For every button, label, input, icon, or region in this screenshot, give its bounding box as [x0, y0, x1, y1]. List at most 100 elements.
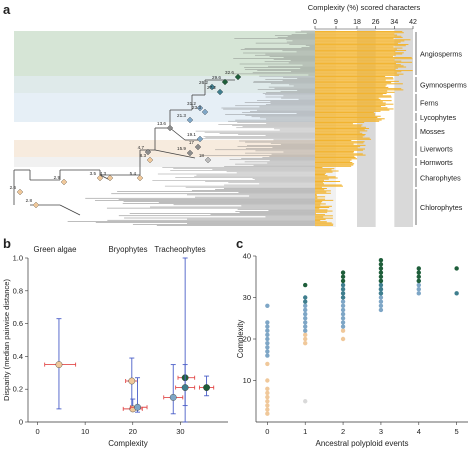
panel-c-label: c — [236, 236, 244, 251]
complexity-bar — [315, 39, 411, 41]
panel-a-label: a — [3, 2, 11, 17]
complexity-bar — [315, 188, 327, 190]
complexity-bar — [315, 131, 360, 133]
tree-backbone — [169, 127, 186, 141]
complexity-bar — [315, 141, 365, 143]
tick-label: 26 — [372, 19, 380, 26]
data-point — [265, 328, 270, 333]
complexity-bar — [315, 72, 397, 74]
complexity-bar — [315, 140, 352, 142]
complexity-bar — [315, 60, 402, 62]
complexity-bar — [315, 61, 413, 63]
clade-label: Chlorophytes — [420, 203, 463, 212]
clade-label: Lycophytes — [420, 113, 456, 122]
complexity-bar — [315, 189, 325, 191]
node-value: 23.3 — [192, 105, 201, 110]
clade-label: Mosses — [420, 127, 445, 136]
complexity-bar — [315, 85, 386, 87]
complexity-bar — [315, 96, 392, 98]
y-tick-label: 1.0 — [13, 254, 23, 263]
y-tick-label: 20 — [243, 335, 251, 344]
data-point — [416, 270, 421, 275]
data-point — [303, 340, 308, 346]
complexity-bar — [315, 223, 334, 225]
phylogenetic-tree — [13, 30, 315, 226]
data-point — [378, 257, 384, 263]
clade-labels: Angiosperms Gymnosperms Ferns Lycophytes Mos… — [415, 32, 467, 225]
complexity-bar — [315, 144, 366, 146]
data-point — [265, 336, 270, 342]
node-value: 26.2 — [199, 80, 208, 85]
clade-band — [14, 31, 315, 76]
tick-label: 34 — [390, 19, 398, 26]
node-marker — [234, 73, 242, 81]
complexity-bar — [315, 163, 355, 165]
y-tick-label: 0.2 — [13, 385, 23, 394]
complexity-bar — [315, 143, 354, 145]
complexity-bar — [315, 209, 328, 211]
complexity-bar — [315, 202, 322, 204]
complexity-bar — [315, 109, 390, 111]
panel-b-label: b — [3, 236, 11, 251]
complexity-bar — [315, 65, 404, 67]
complexity-bar — [315, 120, 380, 122]
complexity-bar — [315, 71, 402, 73]
complexity-bars — [315, 30, 413, 227]
data-point — [416, 291, 421, 296]
complexity-bar — [315, 46, 394, 48]
complexity-bar — [315, 157, 356, 159]
complexity-bar — [315, 70, 413, 72]
complexity-bar — [315, 176, 336, 178]
data-point — [378, 307, 384, 313]
node-marker — [32, 201, 40, 209]
data-point — [340, 278, 346, 284]
node-marker — [144, 148, 152, 156]
data-point — [265, 345, 270, 350]
data-point — [340, 295, 346, 300]
data-point — [265, 332, 270, 338]
data-point — [340, 336, 346, 342]
complexity-bar — [315, 113, 376, 115]
data-point — [265, 411, 270, 416]
data-point — [265, 390, 270, 396]
clade-label: Hornworts — [420, 158, 453, 167]
x-tick-label: 4 — [417, 427, 421, 436]
complexity-bar — [315, 181, 341, 182]
group-label: Bryophytes — [108, 245, 147, 254]
complexity-bar — [315, 41, 401, 43]
clade-label: Ferns — [420, 99, 439, 108]
complexity-bar — [315, 84, 387, 86]
complexity-bar — [315, 165, 352, 167]
clade-label: Charophytes — [420, 174, 461, 183]
panel-c-figure: 0 1 2 3 4 5 10 20 30 40 Ancestral polyploid event… — [236, 252, 468, 448]
data-point — [340, 303, 346, 308]
complexity-bar — [315, 148, 365, 150]
data-points — [265, 257, 459, 416]
complexity-bar — [315, 183, 324, 185]
data-point — [416, 282, 421, 288]
data-point — [303, 311, 308, 317]
data-point — [303, 316, 308, 321]
complexity-bar — [315, 197, 318, 199]
complexity-bar — [315, 67, 398, 69]
complexity-bar — [315, 160, 351, 162]
complexity-bar — [315, 68, 396, 70]
node-marker — [194, 143, 202, 151]
data-point — [303, 307, 308, 313]
data-point — [128, 377, 136, 385]
node-value: 2.9 — [54, 175, 61, 180]
complexity-bar — [315, 123, 353, 125]
clade-bands — [14, 31, 315, 226]
complexity-bar — [315, 52, 404, 54]
complexity-bar — [315, 42, 398, 44]
node-value: 21.3 — [177, 113, 186, 118]
complexity-bar — [315, 208, 320, 210]
tick-label: 0 — [313, 19, 317, 26]
data-point — [265, 349, 270, 354]
complexity-bar — [315, 74, 399, 76]
node-value: 18 — [199, 153, 205, 158]
group-label: Green algae — [34, 245, 77, 254]
complexity-bar — [315, 48, 397, 50]
complexity-bar — [315, 38, 394, 40]
